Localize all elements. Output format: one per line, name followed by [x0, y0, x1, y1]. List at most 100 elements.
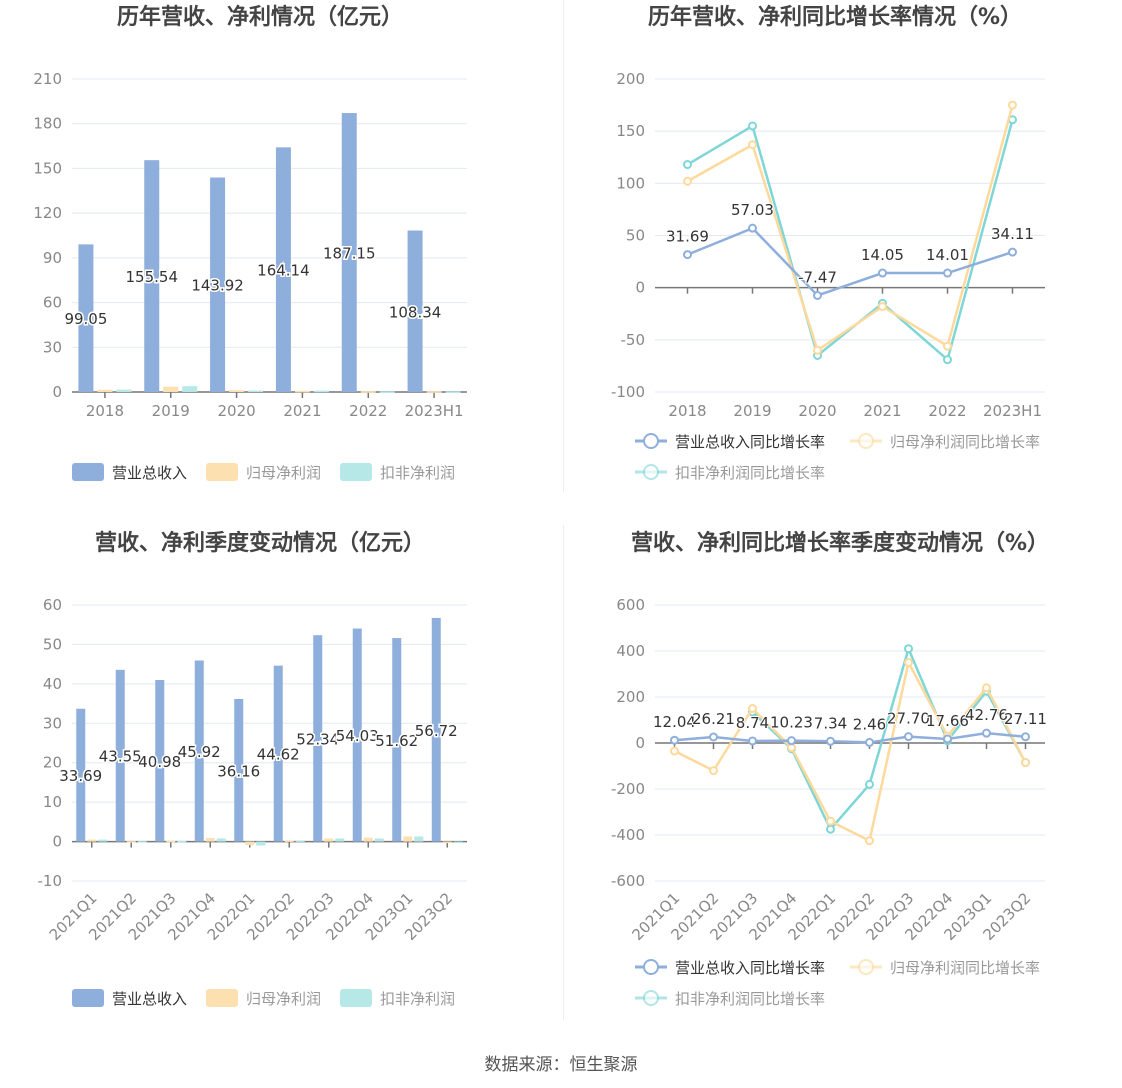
bar-net-profit — [442, 841, 452, 844]
data-point — [748, 121, 757, 131]
y-tick-label: 180 — [33, 115, 62, 133]
data-point — [943, 734, 952, 744]
y-tick-label: 120 — [33, 204, 62, 222]
x-tick-label: 2022 — [349, 402, 387, 420]
data-point — [982, 728, 991, 738]
bar-revenue — [392, 638, 402, 842]
data-point — [1021, 732, 1030, 742]
bar-net-profit — [324, 838, 334, 842]
y-tick-label: -600 — [611, 872, 645, 890]
bar-deducted-profit — [445, 391, 461, 394]
legend-swatch — [340, 463, 372, 481]
bar-data-label: 44.62 — [257, 746, 300, 764]
data-point — [878, 301, 887, 311]
x-tick-label: 2021 — [283, 402, 321, 420]
bar-revenue — [273, 665, 283, 842]
legend-swatch — [72, 989, 104, 1007]
bar-deducted-profit — [313, 390, 329, 393]
data-point — [826, 824, 835, 834]
legend-label: 扣非净利润同比增长率 — [675, 464, 825, 482]
data-point — [865, 779, 874, 789]
bar-revenue — [115, 669, 125, 842]
data-point — [878, 268, 887, 278]
line-data-label: 27.11 — [1004, 710, 1047, 728]
data-point — [904, 732, 913, 742]
bar-data-label: 52.34 — [296, 730, 339, 748]
y-tick-label: 600 — [616, 596, 645, 614]
x-tick-label: 2019 — [733, 402, 771, 420]
y-tick-label: 10 — [43, 793, 62, 811]
data-point — [787, 736, 796, 746]
data-point — [943, 341, 952, 351]
bar-data-label: 36.16 — [217, 762, 260, 780]
chart-title-annual-growth: 历年营收、净利同比增长率情况（%） — [647, 5, 1023, 30]
legend-label: 营业总收入同比增长率 — [675, 959, 825, 977]
x-tick-label: 2021 — [863, 402, 901, 420]
legend-label: 归母净利润同比增长率 — [890, 433, 1040, 451]
bar-revenue — [341, 113, 357, 393]
line-data-label: 12.04 — [653, 713, 696, 731]
bar-data-label: 143.92 — [191, 277, 244, 295]
legend-label: 扣非净利润同比增长率 — [675, 990, 825, 1008]
data-point — [748, 704, 757, 713]
bar-data-label: 45.92 — [178, 743, 221, 761]
y-tick-label: -200 — [611, 780, 645, 798]
bar-deducted-profit — [177, 840, 187, 843]
bar-revenue — [194, 660, 204, 842]
legend-swatch — [206, 463, 238, 481]
bar-net-profit — [403, 836, 413, 842]
data-point — [670, 746, 679, 756]
y-tick-label: 60 — [43, 596, 62, 614]
line-data-label: 34.11 — [991, 225, 1034, 243]
bar-deducted-profit — [98, 839, 108, 842]
legend-marker — [643, 990, 659, 1006]
legend-label: 扣非净利润 — [380, 464, 455, 482]
bar-revenue — [407, 230, 423, 392]
legend-marker — [858, 959, 874, 975]
bar-deducted-profit — [137, 841, 147, 843]
data-point — [670, 735, 679, 745]
data-point — [826, 816, 835, 826]
bar-net-profit — [294, 390, 310, 393]
bar-revenue — [155, 679, 165, 842]
chart-title-quarterly-growth: 营收、净利同比增长率季度变动情况（%） — [630, 531, 1050, 556]
y-tick-label: 30 — [43, 338, 62, 356]
bar-revenue — [78, 244, 94, 392]
y-tick-label: 0 — [635, 279, 645, 297]
y-tick-label: 20 — [43, 754, 62, 772]
y-tick-label: -400 — [611, 826, 645, 844]
bar-deducted-profit — [295, 840, 305, 842]
x-tick-label: 2018 — [668, 402, 706, 420]
bar-revenue — [144, 160, 160, 392]
line-data-label: -7.47 — [798, 268, 837, 286]
bar-data-label: 155.54 — [126, 268, 179, 286]
bar-revenue — [210, 177, 226, 392]
legend-swatch — [206, 989, 238, 1007]
y-tick-label: 50 — [43, 635, 62, 653]
line-data-label: 26.21 — [692, 710, 735, 728]
data-point — [813, 345, 822, 355]
y-tick-label: 0 — [52, 833, 62, 851]
bar-net-profit — [163, 386, 179, 392]
bar-deducted-profit — [379, 391, 395, 394]
y-tick-label: 60 — [43, 294, 62, 312]
y-tick-label: 0 — [635, 734, 645, 752]
bar-revenue — [352, 628, 362, 842]
y-tick-label: -100 — [611, 383, 645, 401]
data-point — [787, 743, 796, 753]
line-data-label: 57.03 — [731, 201, 774, 219]
bar-data-label: 56.72 — [415, 722, 458, 740]
legend-label: 归母净利润同比增长率 — [890, 959, 1040, 977]
data-point — [865, 836, 874, 846]
data-point — [943, 355, 952, 365]
y-tick-label: 0 — [52, 383, 62, 401]
y-tick-label: 200 — [616, 688, 645, 706]
legend-marker — [858, 433, 874, 449]
bar-net-profit — [166, 840, 176, 843]
line-data-label: 14.05 — [861, 246, 904, 264]
legend-marker — [643, 433, 659, 449]
data-point — [865, 737, 874, 747]
line-data-label: 10.23 — [770, 714, 813, 732]
